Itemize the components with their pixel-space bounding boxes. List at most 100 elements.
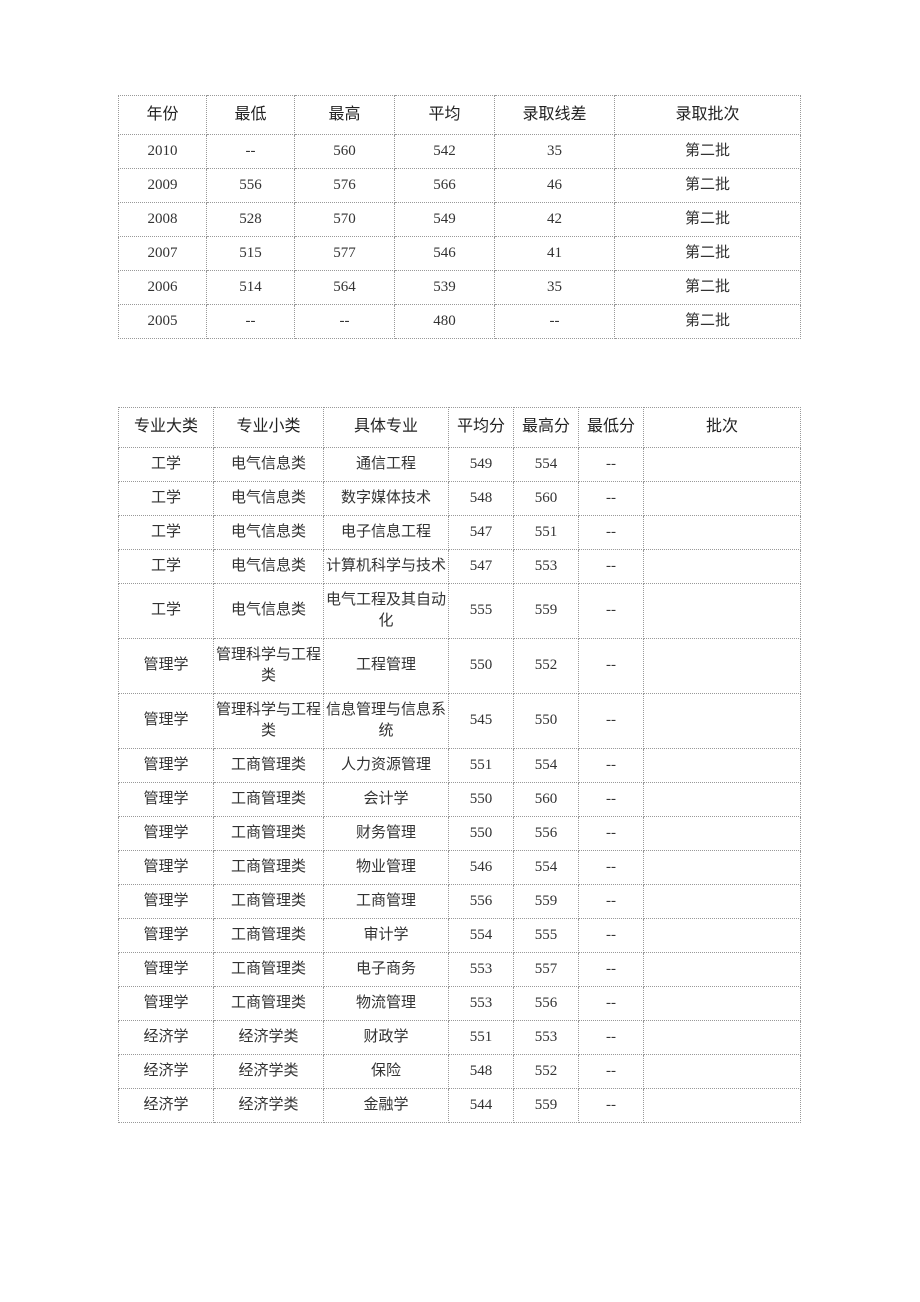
table-cell: 528 (207, 203, 295, 237)
table-cell (644, 884, 801, 918)
table-cell: 经济学类 (214, 1088, 324, 1122)
table-cell: 计算机科学与技术 (324, 549, 449, 583)
table-cell (644, 952, 801, 986)
table-cell (644, 816, 801, 850)
column-header: 最低分 (579, 408, 644, 447)
table-cell: 552 (514, 1054, 579, 1088)
table-cell: 财政学 (324, 1020, 449, 1054)
table-cell: -- (495, 305, 615, 339)
column-header: 录取批次 (615, 96, 801, 135)
table-cell: -- (579, 638, 644, 693)
table-cell: 2009 (119, 169, 207, 203)
table-cell: 35 (495, 135, 615, 169)
table-cell: 工学 (119, 583, 214, 638)
table-cell: 工学 (119, 447, 214, 481)
table-cell: -- (579, 986, 644, 1020)
table-row: 经济学经济学类财政学551553-- (119, 1020, 801, 1054)
table-cell: 2006 (119, 271, 207, 305)
table-cell: 546 (395, 237, 495, 271)
table-cell: 2007 (119, 237, 207, 271)
column-header: 最高分 (514, 408, 579, 447)
table-cell: 工商管理类 (214, 748, 324, 782)
table-cell (644, 638, 801, 693)
table-cell: 管理学 (119, 816, 214, 850)
table-cell: 2008 (119, 203, 207, 237)
table-cell: 管理学 (119, 748, 214, 782)
table-cell: 555 (514, 918, 579, 952)
table-cell: 553 (514, 1020, 579, 1054)
table-row: 工学电气信息类通信工程549554-- (119, 447, 801, 481)
table-cell: 548 (449, 1054, 514, 1088)
table-cell: 电子商务 (324, 952, 449, 986)
table-cell: -- (207, 305, 295, 339)
table-row: 管理学工商管理类财务管理550556-- (119, 816, 801, 850)
table-cell: 电气信息类 (214, 549, 324, 583)
table-cell: 559 (514, 583, 579, 638)
table-cell (644, 1020, 801, 1054)
table-cell: 577 (295, 237, 395, 271)
table-cell: 514 (207, 271, 295, 305)
table-cell: 物业管理 (324, 850, 449, 884)
table-cell: -- (579, 583, 644, 638)
column-header: 具体专业 (324, 408, 449, 447)
table-cell: 550 (449, 816, 514, 850)
column-header: 批次 (644, 408, 801, 447)
table-cell: 545 (449, 693, 514, 748)
table-cell: 549 (449, 447, 514, 481)
table-cell: 551 (514, 515, 579, 549)
table-cell: 557 (514, 952, 579, 986)
table-cell: 经济学 (119, 1054, 214, 1088)
table-cell: 管理学 (119, 638, 214, 693)
table-cell: 544 (449, 1088, 514, 1122)
table-cell: 管理学 (119, 782, 214, 816)
table-cell (644, 515, 801, 549)
table-row: 2010--56054235第二批 (119, 135, 801, 169)
table-cell: 542 (395, 135, 495, 169)
table-row: 工学电气信息类计算机科学与技术547553-- (119, 549, 801, 583)
table-row: 200852857054942第二批 (119, 203, 801, 237)
table-cell: 555 (449, 583, 514, 638)
table-row: 管理学管理科学与工程类工程管理550552-- (119, 638, 801, 693)
table-cell: 管理学 (119, 918, 214, 952)
table-cell: 管理学 (119, 850, 214, 884)
table-cell: 电气信息类 (214, 583, 324, 638)
admission-scores-table: 年份最低最高平均录取线差录取批次 2010--56054235第二批200955… (118, 95, 801, 339)
table-cell: 556 (449, 884, 514, 918)
table-cell: -- (207, 135, 295, 169)
table-row: 工学电气信息类电子信息工程547551-- (119, 515, 801, 549)
table-cell: 554 (514, 850, 579, 884)
table-cell: 559 (514, 884, 579, 918)
table-cell: 人力资源管理 (324, 748, 449, 782)
table-cell: 480 (395, 305, 495, 339)
table-row: 管理学工商管理类审计学554555-- (119, 918, 801, 952)
table-cell: 工商管理 (324, 884, 449, 918)
table-cell: 工商管理类 (214, 850, 324, 884)
table-cell: 552 (514, 638, 579, 693)
table-cell (644, 986, 801, 1020)
table-cell: 电气信息类 (214, 481, 324, 515)
table-cell: 515 (207, 237, 295, 271)
table-cell: 第二批 (615, 237, 801, 271)
table-cell: 电气信息类 (214, 515, 324, 549)
table-cell: 电气工程及其自动化 (324, 583, 449, 638)
table-row: 2005----480--第二批 (119, 305, 801, 339)
table-cell: -- (579, 1088, 644, 1122)
table-cell: -- (579, 515, 644, 549)
table-cell (644, 1088, 801, 1122)
column-header: 最低 (207, 96, 295, 135)
table-cell: 管理学 (119, 884, 214, 918)
table-cell: 2005 (119, 305, 207, 339)
table-row: 工学电气信息类数字媒体技术548560-- (119, 481, 801, 515)
table-cell (644, 481, 801, 515)
table-cell: 548 (449, 481, 514, 515)
table-cell (644, 693, 801, 748)
column-header: 专业小类 (214, 408, 324, 447)
table-row: 工学电气信息类电气工程及其自动化555559-- (119, 583, 801, 638)
table-cell: 第二批 (615, 135, 801, 169)
table-cell: 第二批 (615, 305, 801, 339)
table-cell: 556 (514, 986, 579, 1020)
table-cell: 管理学 (119, 693, 214, 748)
table-cell: 数字媒体技术 (324, 481, 449, 515)
table-cell: 546 (449, 850, 514, 884)
table-cell: 通信工程 (324, 447, 449, 481)
